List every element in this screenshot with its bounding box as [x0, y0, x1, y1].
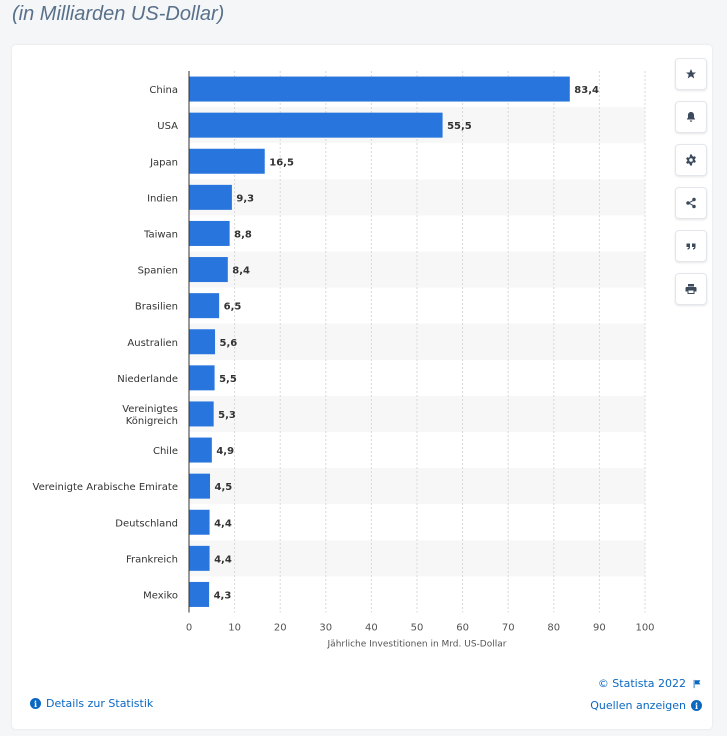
copyright-text: © Statista 2022 — [597, 677, 686, 690]
chart-card: 83,4 55,5 16,5 9,3 8,8 8,4 6,5 5,6 5,5 5,3 4,9 4,5 4… — [12, 45, 712, 729]
x-tick-label: 100 — [635, 623, 654, 634]
bar — [189, 437, 212, 463]
row-band — [189, 468, 645, 505]
category-label: Vereinigte Arabische Emirate — [33, 482, 179, 493]
row-band — [189, 323, 645, 360]
row-band — [189, 395, 645, 432]
data-label: 5,6 — [220, 338, 238, 349]
x-tick-label: 20 — [274, 623, 287, 634]
share-icon — [686, 197, 696, 209]
data-label: 4,5 — [215, 482, 233, 493]
row-band — [189, 179, 645, 216]
bar — [189, 509, 210, 535]
category-label: USA — [157, 121, 178, 132]
chart-toolbar — [675, 58, 707, 316]
x-axis-title: Jährliche Investitionen in Mrd. US-Dolla… — [327, 640, 507, 650]
sources-link[interactable]: Quellen anzeigen i — [590, 699, 702, 712]
category-label: Australien — [127, 338, 178, 349]
notification-button[interactable] — [675, 101, 707, 133]
bar — [189, 76, 570, 102]
star-icon — [686, 69, 696, 79]
details-link[interactable]: i Details zur Statistik — [30, 697, 153, 710]
bell-icon — [687, 112, 695, 122]
info-icon: i — [30, 698, 41, 709]
category-label: Brasilien — [135, 302, 178, 313]
data-label: 4,4 — [214, 554, 232, 565]
x-tick-label: 0 — [186, 623, 192, 634]
bar — [189, 401, 214, 427]
x-tick-label: 70 — [502, 623, 515, 634]
category-label: Vereinigtes Königreich — [122, 404, 178, 427]
category-label: Taiwan — [143, 229, 178, 240]
flag-icon — [693, 679, 701, 688]
bar — [189, 257, 228, 283]
x-tick-label: 80 — [547, 623, 560, 634]
data-label: 8,4 — [232, 266, 250, 277]
x-tick-label: 30 — [319, 623, 332, 634]
category-label: Niederlande — [117, 374, 178, 385]
category-label: Chile — [153, 446, 178, 457]
row-band — [189, 251, 645, 288]
x-tick-label: 90 — [593, 623, 606, 634]
bar — [189, 581, 210, 607]
cite-button[interactable] — [675, 230, 707, 262]
sources-link-label: Quellen anzeigen — [590, 699, 686, 712]
bar — [189, 545, 210, 571]
row-band — [189, 540, 645, 577]
print-icon — [685, 284, 697, 294]
print-button[interactable] — [675, 273, 707, 305]
data-label: 4,4 — [214, 518, 232, 529]
bar — [189, 329, 216, 355]
data-label: 4,9 — [216, 446, 234, 457]
x-tick-label: 60 — [456, 623, 469, 634]
info-icon: i — [691, 700, 702, 711]
data-label: 55,5 — [447, 121, 472, 132]
category-label: Frankreich — [126, 554, 178, 565]
x-tick-label: 10 — [228, 623, 241, 634]
category-label: Spanien — [138, 266, 178, 277]
share-button[interactable] — [675, 187, 707, 219]
category-label: Mexiko — [143, 590, 178, 601]
category-label: Indien — [147, 193, 178, 204]
data-label: 9,3 — [236, 193, 254, 204]
bar — [189, 220, 230, 246]
x-tick-label: 50 — [411, 623, 424, 634]
bar — [189, 112, 443, 138]
bar — [189, 365, 215, 391]
category-label: Deutschland — [115, 518, 178, 529]
details-link-label: Details zur Statistik — [46, 697, 154, 710]
chart-subtitle: (in Milliarden US-Dollar) — [12, 3, 225, 25]
bar — [189, 184, 232, 210]
bar — [189, 148, 265, 174]
category-label: China — [149, 85, 178, 96]
copyright-notice[interactable]: © Statista 2022 — [598, 677, 702, 690]
gear-icon — [686, 154, 696, 166]
data-label: 5,3 — [218, 410, 236, 421]
quote-icon — [686, 243, 696, 250]
data-label: 6,5 — [224, 302, 242, 313]
x-tick-label: 40 — [365, 623, 378, 634]
bar — [189, 293, 220, 319]
category-label: Japan — [149, 157, 178, 168]
data-label: 16,5 — [269, 157, 294, 168]
bar — [189, 473, 211, 499]
data-label: 4,3 — [214, 590, 232, 601]
data-label: 5,5 — [219, 374, 237, 385]
data-label: 8,8 — [234, 229, 252, 240]
bar-chart: 83,4 55,5 16,5 9,3 8,8 8,4 6,5 5,6 5,5 5,3 4,9 4,5 4… — [33, 71, 655, 650]
data-label: 83,4 — [574, 85, 599, 96]
favorite-button[interactable] — [675, 58, 707, 90]
settings-button[interactable] — [675, 144, 707, 176]
